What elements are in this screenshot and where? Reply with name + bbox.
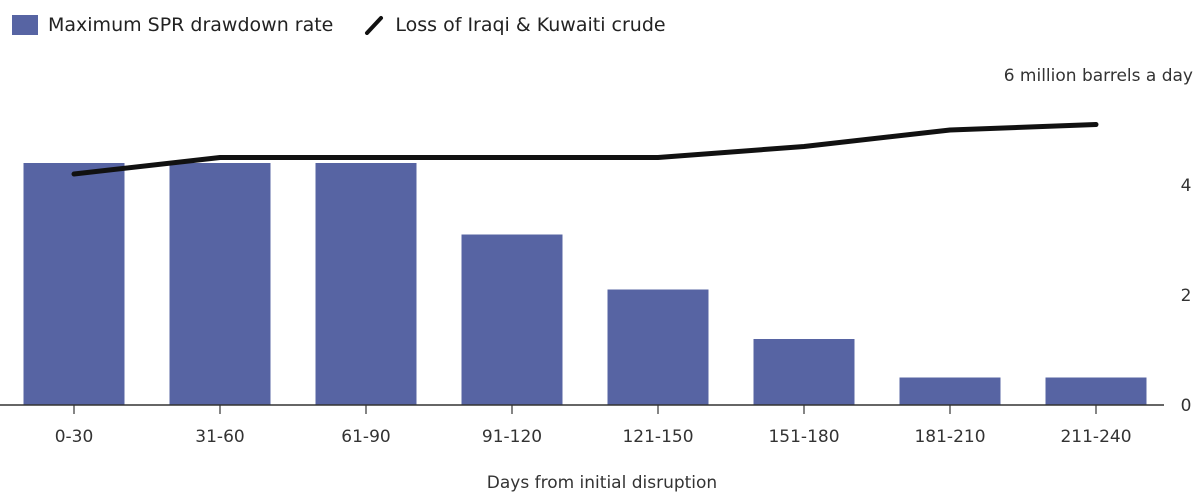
x-tick-label: 151-180 (768, 427, 839, 447)
y-tick-label: 0 (1181, 396, 1192, 416)
legend-bar-label: Maximum SPR drawdown rate (48, 14, 334, 36)
x-tick-label: 91-120 (482, 427, 542, 447)
x-tick-label: 211-240 (1060, 427, 1131, 447)
bar-91-120 (461, 234, 563, 405)
x-tick-label: 181-210 (914, 427, 985, 447)
x-axis-title: Days from initial disruption (487, 473, 717, 493)
bar-61-90 (315, 163, 417, 405)
bar-211-240 (1045, 377, 1147, 405)
legend-item-bar: Maximum SPR drawdown rate (12, 14, 333, 36)
y-tick-label: 2 (1181, 286, 1192, 306)
x-tick-label: 121-150 (622, 427, 693, 447)
bar-121-150 (607, 289, 709, 405)
bar-31-60 (169, 163, 271, 405)
x-tick-label: 0-30 (55, 427, 94, 447)
y-tick-label: 4 (1181, 176, 1192, 196)
legend-bar-swatch (12, 15, 38, 35)
legend-line-label: Loss of Iraqi & Kuwaiti crude (395, 14, 666, 36)
y-unit-label: 6 million barrels a day (1004, 66, 1193, 86)
line-series-loss (71, 122, 1099, 177)
x-tick-label: 61-90 (341, 427, 390, 447)
legend: Maximum SPR drawdown rate Loss of Iraqi … (12, 10, 694, 40)
bar-151-180 (753, 339, 855, 405)
x-tick-label: 31-60 (195, 427, 244, 447)
bar-0-30 (23, 163, 125, 405)
bar-181-210 (899, 377, 1001, 405)
legend-item-line: Loss of Iraqi & Kuwaiti crude (361, 14, 666, 36)
legend-line-swatch (365, 16, 384, 35)
